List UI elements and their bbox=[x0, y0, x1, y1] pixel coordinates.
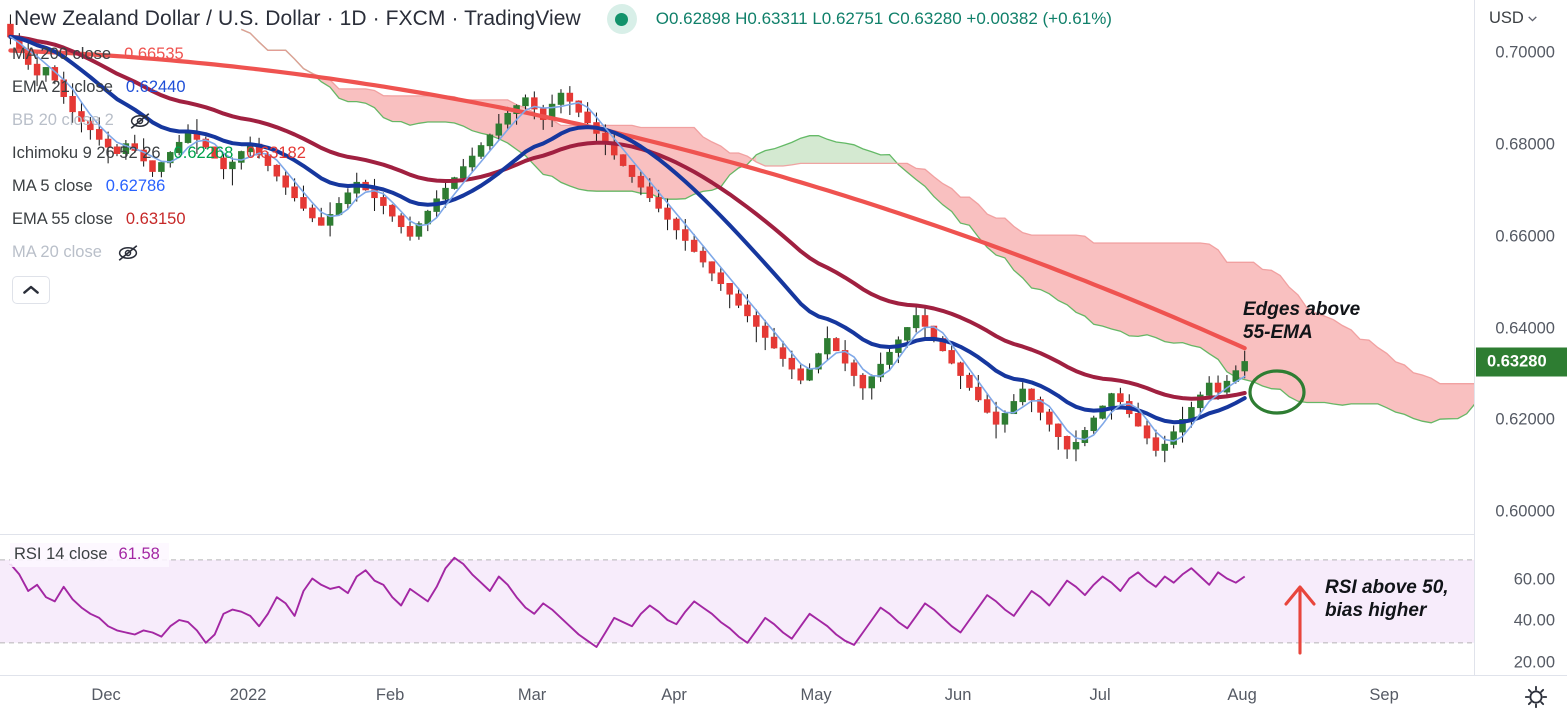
gear-icon[interactable] bbox=[1523, 684, 1549, 710]
rsi-line bbox=[9, 556, 1246, 648]
eye-off-icon[interactable] bbox=[128, 112, 152, 130]
price-tick-1: 0.68000 bbox=[1495, 135, 1555, 154]
legend-name: MA 5 close bbox=[12, 177, 93, 195]
legend-row-ichimoku-9-26-52-26[interactable]: Ichimoku 9 26 52 26 0.62268 0.63182 bbox=[12, 137, 306, 170]
rsi-pane[interactable]: RSI 14 close 61.58 bbox=[0, 534, 1474, 675]
legend-row-ma-20-close[interactable]: MA 20 close bbox=[12, 236, 306, 269]
rsi-tick-0: 60.00 bbox=[1513, 570, 1555, 589]
legend-name: BB 20 close 2 bbox=[12, 111, 114, 129]
legend-row-bb-20-close-2[interactable]: BB 20 close 2 bbox=[12, 104, 306, 137]
eye-off-icon[interactable] bbox=[116, 244, 140, 262]
axis-divider bbox=[1474, 6, 1475, 36]
legend-row-ma-5-close[interactable]: MA 5 close 0.62786 bbox=[12, 170, 306, 203]
time-tick-may: May bbox=[800, 686, 832, 704]
price-tick-5: 0.60000 bbox=[1495, 502, 1555, 521]
legend-value: 0.63150 bbox=[125, 210, 186, 228]
eye-off-icon-wrap[interactable] bbox=[128, 112, 152, 130]
price-tick-2: 0.66000 bbox=[1495, 227, 1555, 246]
price-chart-canvas bbox=[7, 14, 1474, 463]
time-tick-dec: Dec bbox=[91, 686, 121, 704]
time-tick-sep: Sep bbox=[1369, 686, 1399, 704]
legend-name: EMA 55 close bbox=[12, 210, 113, 228]
time-tick-mar: Mar bbox=[517, 686, 547, 704]
rsi-band bbox=[0, 559, 1474, 643]
annotation-ellipse bbox=[1248, 369, 1306, 415]
legend-value: 0.62786 bbox=[105, 177, 166, 195]
rsi-legend-value: 61.58 bbox=[118, 545, 160, 563]
eye-off-icon-wrap[interactable] bbox=[116, 244, 140, 262]
legend-value: 0.66535 bbox=[124, 45, 184, 63]
legend-row-ma-200-close[interactable]: MA 200 close 0.66535 bbox=[12, 38, 306, 71]
legend-value-secondary: 0.63182 bbox=[246, 144, 306, 162]
price-axis[interactable]: USD 0.70000 0.68000 0.66000 0.64000 0.62000 0… bbox=[1474, 0, 1567, 675]
time-tick-jun: Jun bbox=[944, 686, 972, 704]
currency-selector[interactable]: USD bbox=[1489, 9, 1537, 28]
time-tick-aug: Aug bbox=[1227, 686, 1257, 704]
price-tick-3: 0.64000 bbox=[1495, 319, 1555, 338]
rsi-legend: RSI 14 close 61.58 bbox=[10, 543, 169, 567]
time-tick-jul: Jul bbox=[1089, 686, 1111, 704]
legend-collapse-button[interactable] bbox=[12, 276, 50, 304]
chevron-up-icon bbox=[23, 285, 39, 294]
price-chart-pane[interactable] bbox=[0, 0, 1474, 533]
currency-label: USD bbox=[1489, 9, 1524, 27]
legend-name: MA 20 close bbox=[12, 243, 102, 261]
legend-row-ema-55-close[interactable]: EMA 55 close 0.63150 bbox=[12, 203, 306, 236]
rsi-tick-2: 20.00 bbox=[1513, 653, 1555, 672]
legend-value: 0.62440 bbox=[125, 78, 186, 96]
price-tick-4: 0.62000 bbox=[1495, 410, 1555, 429]
legend-name: EMA 21 close bbox=[12, 78, 113, 96]
legend-name: Ichimoku 9 26 52 26 bbox=[12, 144, 161, 162]
chevron-down-icon bbox=[1528, 15, 1537, 22]
indicator-legend: MA 200 close 0.66535 EMA 21 close 0.62440 BB… bbox=[12, 38, 306, 304]
legend-name: MA 200 close bbox=[12, 45, 112, 63]
time-tick-feb: Feb bbox=[375, 686, 405, 704]
rsi-legend-label: RSI 14 close bbox=[14, 545, 108, 563]
legend-row-ema-21-close[interactable]: EMA 21 close 0.62440 bbox=[12, 71, 306, 104]
rsi-tick-1: 40.00 bbox=[1513, 611, 1555, 630]
legend-value: 0.62268 bbox=[173, 144, 234, 162]
time-tick-apr: Apr bbox=[661, 686, 687, 704]
rsi-chart-canvas bbox=[0, 556, 1474, 655]
current-price-badge[interactable]: 0.63280 bbox=[1476, 347, 1567, 377]
price-tick-0: 0.70000 bbox=[1495, 43, 1555, 62]
time-axis[interactable]: Dec 2022 Feb Mar Apr May Jun Jul Aug Sep bbox=[0, 675, 1567, 717]
time-tick-2022: 2022 bbox=[229, 686, 267, 704]
